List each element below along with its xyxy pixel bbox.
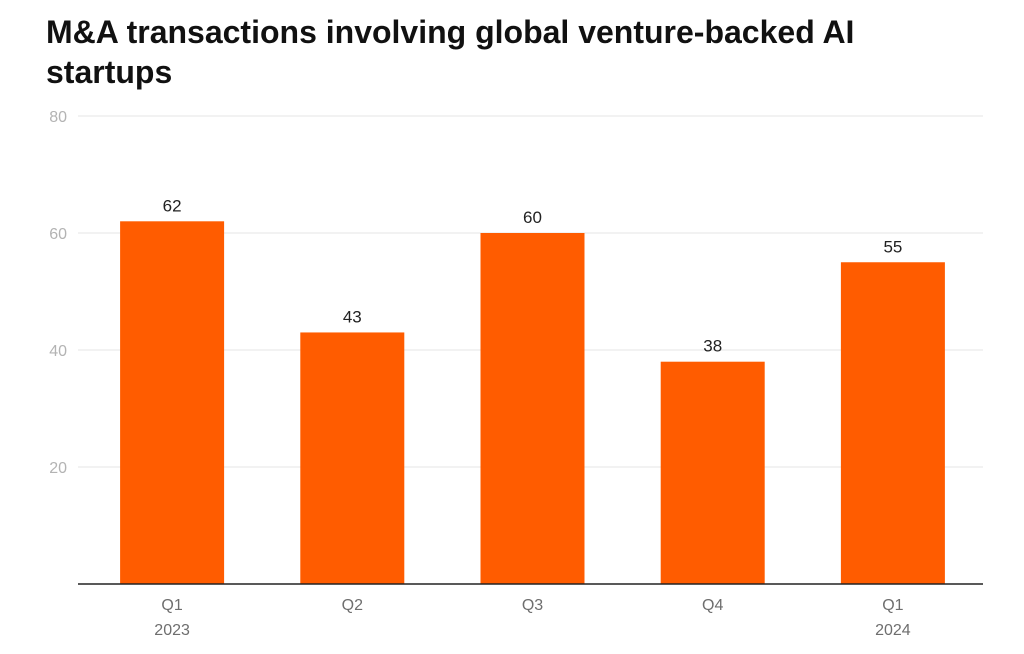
bar	[480, 233, 585, 584]
bar	[660, 361, 765, 584]
data-label: 43	[343, 307, 362, 326]
data-label: 38	[703, 337, 722, 356]
y-axis-tick-labels: 20 40 60 80	[49, 109, 67, 477]
bar	[120, 221, 225, 585]
y-tick-label: 20	[49, 460, 67, 477]
y-tick-label: 40	[49, 343, 67, 360]
data-label: 62	[163, 196, 182, 215]
data-labels: 62 43 60 38 55	[163, 196, 903, 355]
y-tick-label: 60	[49, 226, 67, 243]
data-label: 55	[883, 237, 902, 256]
x-category-label: Q2	[342, 597, 363, 614]
x-category-sublabel: 2023	[154, 622, 190, 639]
chart-title: M&A transactions involving global ventur…	[46, 14, 855, 90]
x-axis-category-labels: Q1 2023 Q2 Q3 Q4 Q1 2024	[154, 597, 910, 639]
data-label: 60	[523, 208, 542, 227]
x-category-label: Q3	[522, 597, 543, 614]
bar	[840, 262, 945, 584]
bars	[120, 221, 945, 585]
x-category-sublabel: 2024	[875, 622, 911, 639]
y-tick-label: 80	[49, 109, 67, 126]
x-category-label: Q1	[161, 597, 182, 614]
bar	[300, 332, 405, 584]
x-category-label: Q1	[882, 597, 903, 614]
x-category-label: Q4	[702, 597, 723, 614]
